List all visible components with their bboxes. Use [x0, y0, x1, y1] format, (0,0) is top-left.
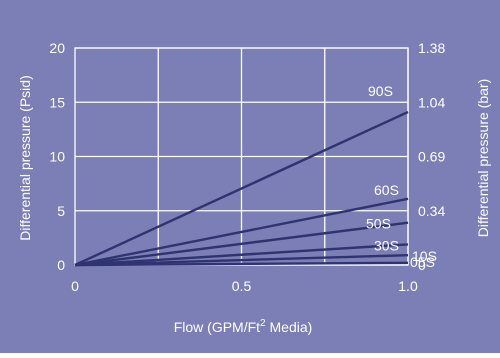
series-label-30S: 30S: [374, 237, 399, 253]
y-tick-label: 5: [57, 203, 65, 219]
series-lines: [74, 110, 409, 267]
series-label-10S: 10S: [412, 248, 437, 264]
y2-tick-label: 0.69: [418, 149, 445, 165]
y-tick-label: 10: [49, 149, 65, 165]
x-tick-label: 0.5: [232, 278, 252, 294]
y-tick-label: 20: [49, 40, 65, 56]
x-tick-label: 1.0: [398, 278, 418, 294]
y2-axis-title: Differential pressure (bar): [475, 79, 491, 237]
y2-tick-label: 1.38: [418, 40, 445, 56]
y2-tick-label: 0.34: [418, 203, 445, 219]
x-axis-title-main: Flow (GPM/Ft: [174, 319, 260, 335]
x-axis-title: Flow (GPM/Ft2 Media): [174, 318, 313, 335]
series-line-10S: [74, 254, 409, 267]
x-axis-title-tail: Media): [266, 319, 313, 335]
series-line-50S: [74, 221, 409, 267]
series-line-60S: [74, 197, 409, 267]
series-line-05S: [74, 261, 409, 267]
y-axis-title: Differential pressure (Psid): [17, 75, 33, 240]
y2-tick-label: 0: [418, 257, 426, 273]
series-line-30S: [74, 243, 409, 267]
x-axis-title-sup: 2: [260, 318, 266, 329]
series-label-90S: 90S: [368, 83, 393, 99]
y-tick-label: 15: [49, 94, 65, 110]
series-label-05S: 05S: [410, 254, 435, 270]
y2-tick-label: 1.04: [418, 94, 445, 110]
x-tick-label: 0: [71, 278, 79, 294]
series-label-60S: 60S: [374, 182, 399, 198]
y-tick-label: 0: [57, 257, 65, 273]
series-label-50S: 50S: [366, 216, 391, 232]
series-line-90S: [74, 110, 409, 267]
